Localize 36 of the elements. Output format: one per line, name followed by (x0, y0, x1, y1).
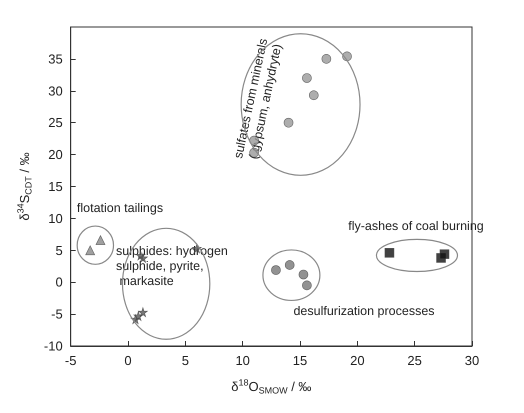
y-tick-label: 0 (55, 274, 63, 290)
x-tick-label: 15 (292, 353, 308, 368)
point (384, 248, 394, 258)
y-tick-label: 10 (48, 210, 63, 226)
y-tick-label: -10 (44, 338, 63, 354)
point (302, 73, 312, 83)
x-tick-label: 20 (350, 353, 365, 368)
y-tick-label: 25 (48, 115, 63, 130)
point (440, 249, 450, 259)
x-tick-label: 25 (407, 353, 422, 368)
point (308, 90, 319, 100)
point (96, 235, 106, 245)
point (284, 260, 294, 270)
x-tick-label: 5 (182, 353, 189, 368)
point (85, 246, 95, 256)
point (302, 280, 312, 290)
x-tick-label: 10 (235, 353, 250, 368)
annotation: sulphides: hydrogen sulphide, pyrite, markasite (116, 244, 228, 288)
y-axis-title: δ34SCDT / ‰ (16, 152, 34, 221)
x-tick-label: 0 (124, 353, 132, 368)
y-tick-label: 15 (48, 179, 63, 194)
x-tick-label: 30 (464, 353, 480, 368)
point (138, 307, 148, 317)
point (271, 265, 281, 275)
annotation: flotation tailings (76, 201, 164, 215)
y-tick-label: 30 (48, 83, 63, 98)
y-tick-label: 35 (48, 51, 63, 66)
annotation: sulfates from minerals ( gypsum, anhydryte) (231, 37, 284, 160)
annotation: desulfurization processes (293, 304, 435, 318)
y-tick-label: -5 (51, 306, 63, 322)
y-tick-label: 20 (48, 147, 63, 162)
point (322, 54, 332, 64)
x-tick-label: -5 (64, 353, 76, 368)
point (284, 118, 294, 128)
y-tick-label: 5 (55, 242, 63, 258)
point (298, 270, 308, 280)
